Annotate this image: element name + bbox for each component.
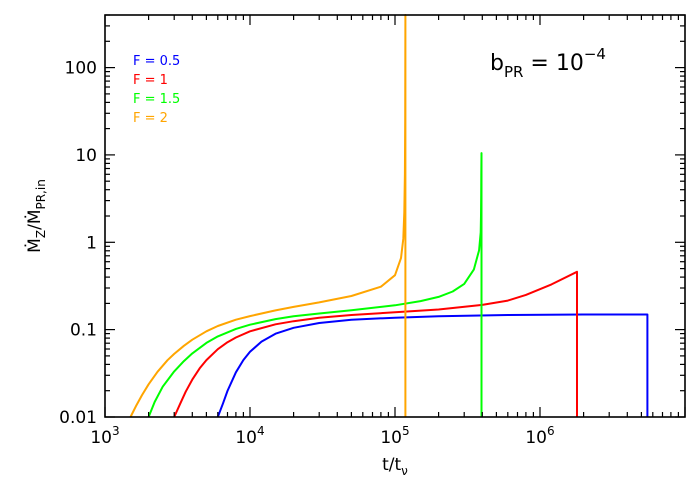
y-tick-label: 100 — [65, 59, 97, 79]
y-axis-label-numerator-subscript: Z — [34, 230, 48, 238]
x-tick-label: 106 — [525, 424, 554, 448]
y-axis-label-numerator: Ṁ — [24, 238, 45, 253]
y-tick-label: 0.01 — [59, 408, 97, 428]
series-line — [173, 270, 578, 418]
x-tick-label-base: 10 — [380, 428, 402, 448]
x-axis-label-base: t/t — [382, 455, 401, 475]
x-tick-label-exponent: 3 — [112, 424, 120, 438]
series-line — [147, 152, 483, 418]
y-axis-label: ṀZ/ṀPR,in — [24, 179, 48, 253]
legend-entry: F = 1 — [133, 73, 168, 88]
y-axis-label-denominator: Ṁ — [24, 210, 45, 225]
x-tick-label-exponent: 5 — [402, 424, 410, 438]
x-tick-label-base: 10 — [525, 428, 547, 448]
y-tick-label: 1 — [86, 233, 97, 253]
x-tick-label-exponent: 4 — [257, 424, 265, 438]
annotation-equals: = 10 — [523, 51, 583, 76]
x-tick-label: 105 — [380, 424, 409, 448]
series-line — [129, 14, 407, 418]
legend: F = 0.5 F = 1 F = 1.5 F = 2 — [133, 54, 180, 126]
x-tick-label-base: 10 — [90, 428, 112, 448]
x-tick-label: 104 — [235, 424, 264, 448]
annotation-exponent: −4 — [584, 45, 606, 63]
y-tick-label: 0.1 — [70, 321, 97, 341]
y-axis-label-denominator-subscript: PR,in — [34, 179, 48, 209]
plot-frame — [104, 14, 686, 418]
ticks-layer — [104, 14, 686, 418]
legend-entry: F = 2 — [133, 111, 168, 126]
x-tick-label-base: 10 — [235, 428, 257, 448]
x-axis-label-subscript: ν — [401, 464, 408, 478]
annotation-subscript: PR — [504, 63, 523, 81]
x-tick-label: 103 — [90, 424, 119, 448]
series-line — [216, 313, 649, 418]
x-tick-label-exponent: 6 — [547, 424, 555, 438]
parameter-annotation: bPR = 10−4 — [490, 45, 606, 81]
legend-entry: F = 0.5 — [133, 54, 180, 69]
annotation-prefix: b — [490, 51, 504, 76]
series-layer — [129, 14, 649, 418]
y-tick-label: 10 — [75, 146, 97, 166]
y-axis-label-slash: / — [25, 224, 45, 230]
x-axis-label: t/tν — [382, 455, 408, 478]
legend-entry: F = 1.5 — [133, 92, 180, 107]
